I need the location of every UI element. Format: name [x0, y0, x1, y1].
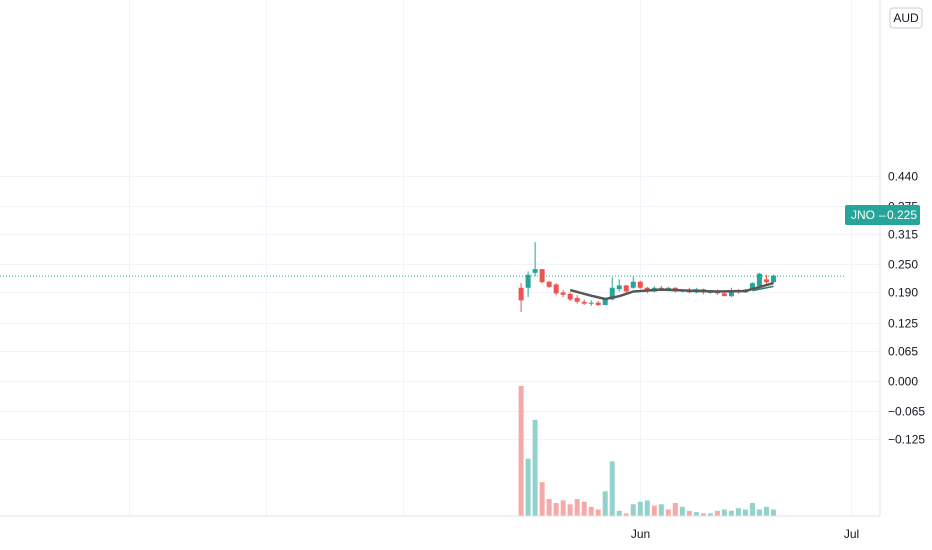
price-tick-label: 0.250	[888, 258, 918, 272]
moving-averages	[569, 281, 774, 301]
volume-bar	[595, 509, 601, 516]
candle-body	[602, 299, 608, 306]
volume-bar	[630, 504, 636, 516]
candle-body	[756, 273, 762, 286]
volume-bar	[574, 499, 580, 516]
volume-bar	[693, 512, 699, 516]
symbol-separator-dash: –	[879, 208, 886, 222]
volume-bar	[588, 506, 594, 516]
symbol-label: JNO	[851, 208, 875, 222]
volume-bar	[665, 509, 671, 516]
volume-bar	[532, 419, 538, 516]
volume-bar	[567, 504, 573, 516]
volume-bar	[609, 461, 615, 516]
price-tick-label: −0.125	[888, 433, 925, 447]
candle-body	[567, 293, 573, 300]
candle-body	[637, 281, 643, 288]
volume-bar	[721, 509, 727, 516]
candle-body	[763, 279, 769, 283]
volume-bar	[707, 513, 713, 516]
candle-body	[553, 284, 559, 294]
time-axis[interactable]: JunJulAug	[631, 527, 932, 541]
price-tick-label: 0.125	[888, 317, 918, 331]
volume-bar	[602, 491, 608, 516]
volume-bar	[686, 510, 692, 516]
volume-bar	[553, 503, 559, 516]
volume-bar	[581, 501, 587, 516]
volume-bar	[560, 500, 566, 516]
candle-body	[525, 274, 531, 288]
last-price-label: JNO – 0.225	[845, 205, 920, 225]
volume-bar	[714, 510, 720, 516]
volume-bar	[728, 510, 734, 516]
price-tick-label: −0.065	[888, 405, 925, 419]
volume-bar	[651, 505, 657, 516]
volume-bar	[658, 504, 664, 516]
grid-lines	[0, 0, 880, 516]
candle-body	[546, 281, 552, 287]
volume-bars	[518, 386, 776, 516]
volume-bar	[770, 509, 776, 516]
volume-bar	[749, 503, 755, 516]
time-tick-label: Jun	[631, 527, 650, 541]
price-tick-label: 0.440	[888, 170, 918, 184]
volume-bar	[518, 386, 524, 516]
volume-bar	[616, 510, 622, 516]
price-tick-label: 0.065	[888, 345, 918, 359]
candle-body	[574, 298, 580, 302]
volume-bar	[637, 501, 643, 516]
volume-bar	[763, 506, 769, 516]
candle-body	[588, 302, 594, 304]
candle-body	[749, 283, 755, 290]
last-price-value: 0.225	[887, 208, 917, 222]
volume-bar	[525, 458, 531, 516]
moving-average-line-2	[752, 285, 774, 292]
candle-body	[518, 287, 524, 301]
candle-body	[581, 301, 587, 304]
price-tick-label: 0.315	[888, 228, 918, 242]
volume-bar	[672, 503, 678, 516]
price-tick-label: 0.190	[888, 286, 918, 300]
candle-body	[770, 275, 776, 283]
volume-bar	[546, 499, 552, 516]
price-tick-label: 0.000	[888, 375, 918, 389]
volume-bar	[539, 482, 545, 516]
time-tick-label: Jul	[844, 527, 859, 541]
volume-bar	[742, 509, 748, 516]
volume-bar	[700, 513, 706, 516]
candle-body	[595, 302, 601, 306]
candle-body	[728, 290, 734, 297]
candle-body	[623, 285, 629, 292]
candle-body	[721, 293, 727, 297]
candle-body	[616, 285, 622, 290]
volume-bar	[623, 513, 629, 516]
volume-bar	[756, 509, 762, 516]
volume-bar	[644, 500, 650, 516]
candle-body	[539, 269, 545, 283]
volume-bar	[735, 508, 741, 516]
candle-body	[532, 269, 538, 273]
currency-label: AUD	[893, 11, 919, 25]
currency-badge[interactable]: AUD	[889, 7, 923, 29]
candle-body	[630, 281, 636, 288]
moving-average-line	[569, 281, 774, 301]
candle-body	[560, 292, 566, 295]
candle-body	[609, 287, 615, 300]
volume-bar	[679, 506, 685, 516]
